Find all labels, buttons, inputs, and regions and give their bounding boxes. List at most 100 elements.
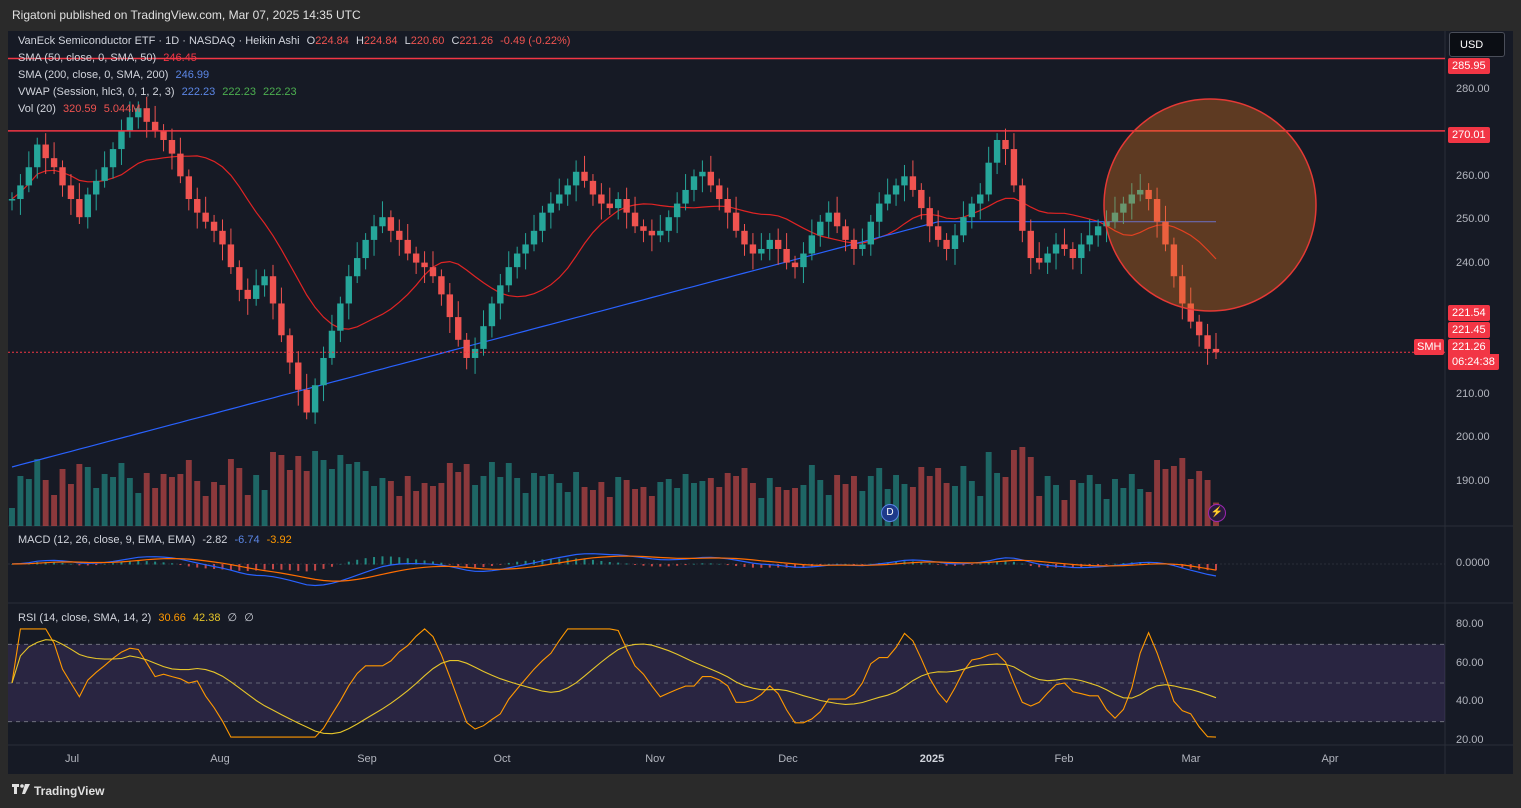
candle-body (623, 199, 630, 213)
volume-bar (531, 473, 537, 526)
y-tick: 240.00 (1456, 257, 1490, 269)
rsi-legend[interactable]: RSI (14, close, SMA, 14, 2) 30.66 42.38 … (18, 611, 254, 624)
macd-histogram-bar (844, 563, 847, 565)
vwap-legend[interactable]: VWAP (Session, hlc3, 0, 1, 2, 3) 222.23 … (18, 86, 297, 98)
rsi-value-4: ∅ (244, 612, 254, 624)
macd-histogram-bar (516, 561, 519, 565)
candle-body (480, 326, 487, 349)
sma200-legend[interactable]: SMA (200, close, 0, SMA, 200) 246.99 (18, 69, 209, 81)
macd-histogram-bar (692, 563, 695, 565)
candle-body (690, 176, 698, 190)
chart-canvas[interactable] (8, 31, 1513, 774)
macd-histogram-bar (154, 561, 157, 565)
candle-body (918, 189, 925, 209)
volume-bar (202, 496, 209, 526)
macd-line (11, 553, 1217, 587)
candle-body (488, 303, 496, 327)
candle-body (631, 212, 639, 227)
volume-bar (345, 464, 352, 526)
candle-body (926, 208, 933, 227)
volume-bar (733, 476, 740, 526)
candle-body (311, 385, 319, 413)
volume-bar (472, 485, 479, 526)
macd-histogram-bar (1004, 560, 1007, 565)
candle-body (1111, 212, 1119, 222)
chart-frame[interactable]: VanEck Semiconductor ETF · 1D · NASDAQ ·… (8, 31, 1513, 774)
macd-histogram-bar (709, 563, 712, 565)
candle-body (800, 253, 807, 268)
candle-body (1103, 221, 1110, 227)
volume-bar (463, 464, 470, 526)
vol-value-1: 320.59 (62, 103, 97, 115)
candle-body (960, 217, 967, 236)
volume-bar (244, 495, 251, 526)
candle-body (412, 253, 420, 263)
vol-legend[interactable]: Vol (20) 320.59 5.044M (18, 103, 140, 115)
x-tick: Dec (778, 753, 798, 765)
volume-bar (76, 464, 83, 526)
candle-body (1078, 244, 1085, 259)
candle-body (539, 212, 546, 231)
candle-body (1204, 335, 1211, 349)
candle-body (278, 303, 285, 336)
candle-body (934, 226, 942, 240)
candle-body (556, 194, 563, 204)
macd-histogram-bar (962, 564, 965, 566)
volume-bar (1196, 471, 1203, 526)
sma50-legend[interactable]: SMA (50, close, 0, SMA, 50) 246.45 (18, 52, 197, 64)
candle-body (791, 262, 799, 268)
volume-bar (1010, 450, 1017, 526)
currency-button[interactable]: USD (1449, 32, 1505, 57)
volume-bar (1069, 480, 1076, 526)
macd-histogram-bar (364, 558, 367, 565)
macd-tick: 0.0000 (1456, 557, 1490, 569)
candle-body (143, 108, 150, 122)
candle-body (1052, 244, 1060, 254)
macd-histogram-bar (389, 556, 392, 565)
candle-body (977, 194, 984, 204)
x-tick: Feb (1054, 753, 1074, 765)
earnings-flash-icon[interactable]: ⚡ (1208, 504, 1226, 522)
x-tick: Aug (210, 753, 230, 765)
candle-body (370, 226, 378, 240)
ohlc-l-label: L (404, 35, 411, 47)
macd-histogram-bar (819, 564, 822, 566)
volume-bar (59, 469, 66, 526)
volume-bar (724, 473, 731, 526)
macd-histogram-bar (204, 564, 207, 569)
candle-body (640, 226, 647, 231)
ohlc-c: 221.26 (459, 35, 494, 47)
volume-bar (371, 486, 377, 526)
x-tick: Apr (1321, 753, 1339, 765)
candle-body (185, 176, 193, 200)
macd-histogram-bar (1029, 564, 1032, 567)
macd-histogram-bar (103, 563, 106, 565)
macd-histogram-bar (852, 564, 855, 565)
macd-histogram-bar (53, 562, 56, 565)
price-label-270: 270.01 (1448, 127, 1490, 143)
tradingview-brand: TradingView (34, 784, 105, 798)
volume-bar (926, 476, 933, 526)
volume-bar (716, 487, 723, 526)
rsi-tick: 80.00 (1456, 618, 1484, 630)
candle-body (859, 244, 866, 249)
candle-body (497, 285, 504, 304)
volume-bar (185, 460, 192, 526)
candle-body (1153, 199, 1161, 222)
macd-histogram-bar (288, 564, 291, 571)
candle-body (1195, 321, 1203, 336)
volume-bar (1112, 479, 1118, 526)
ohlc-change: -0.49 (-0.22%) (500, 35, 571, 47)
candle-body (833, 212, 841, 227)
candle-body (177, 153, 184, 177)
macd-histogram-bar (272, 564, 275, 570)
rsi-label: RSI (14, close, SMA, 14, 2) (18, 612, 152, 624)
macd-histogram-bar (490, 564, 493, 566)
macd-legend[interactable]: MACD (12, 26, close, 9, EMA, EMA) -2.82 … (18, 534, 292, 546)
price-label-221-45: 221.45 (1448, 322, 1490, 338)
candle-body (421, 262, 428, 268)
macd-histogram-bar (760, 564, 763, 568)
rsi-tick: 20.00 (1456, 734, 1484, 746)
macd-histogram-bar (314, 564, 317, 571)
dividend-marker[interactable]: D (881, 504, 899, 522)
